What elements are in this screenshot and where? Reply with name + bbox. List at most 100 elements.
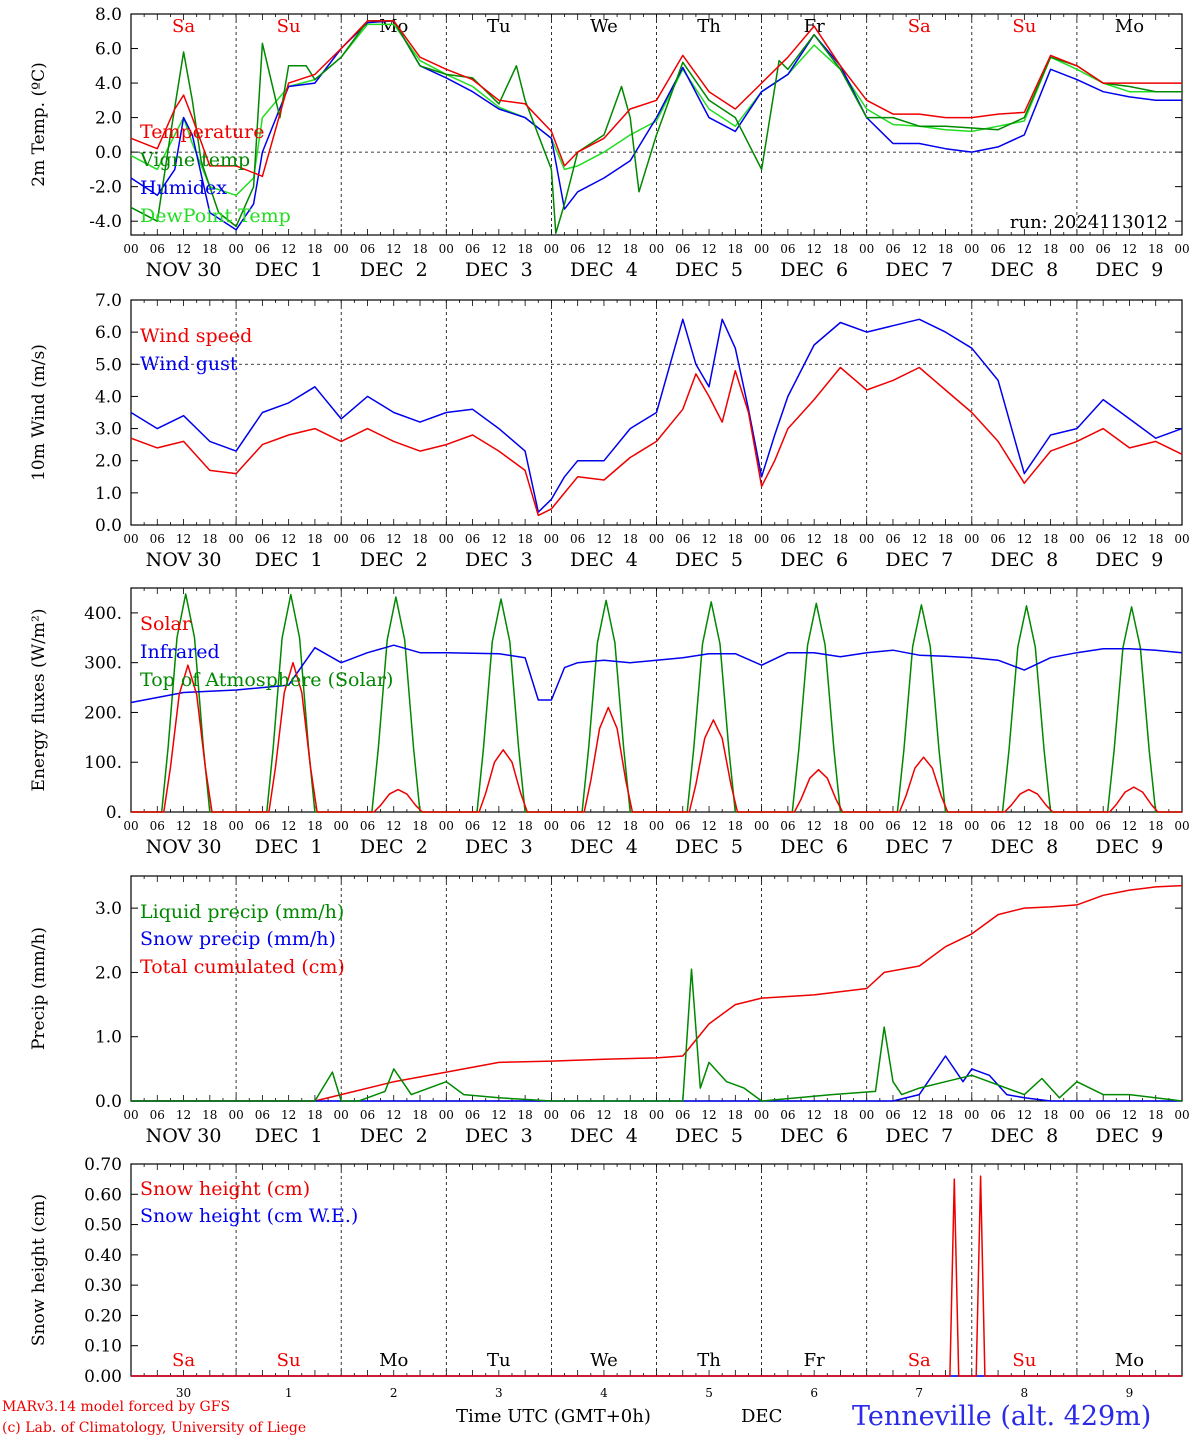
x-tick-label: 12: [1017, 819, 1032, 833]
x-tick-label: 00: [334, 242, 349, 256]
x-tick-label: 06: [465, 242, 480, 256]
y-axis-label: 10m Wind (m/s): [29, 344, 49, 481]
x-tick-label: 18: [728, 819, 743, 833]
x-tick-label: 00: [439, 242, 454, 256]
x-tick-label: 00: [754, 532, 769, 546]
x-tick-label: 06: [360, 532, 375, 546]
y-tick-label: 8.0: [95, 5, 122, 25]
x-tick-label: 18: [307, 1108, 322, 1122]
weekday-label: Sa: [908, 1350, 931, 1371]
day-number-label: 3: [495, 1386, 503, 1400]
x-tick-label: 18: [1148, 1108, 1163, 1122]
x-tick-label: 00: [334, 819, 349, 833]
y-tick-label: 6.0: [95, 323, 122, 343]
date-label: DEC 9: [1096, 549, 1164, 571]
x-tick-label: 12: [1017, 1108, 1032, 1122]
x-tick-label: 06: [780, 819, 795, 833]
x-tick-label: 12: [596, 532, 611, 546]
x-tick-label: 06: [1096, 1108, 1111, 1122]
legend-entry: Snow height (cm): [140, 1178, 310, 1200]
legend-entry: DewPoint Temp: [140, 205, 291, 227]
x-tick-label: 18: [1148, 819, 1163, 833]
y-axis-label: Snow height (cm): [29, 1194, 49, 1346]
legend-entry: Snow height (cm W.E.): [140, 1205, 358, 1227]
x-tick-label: 12: [176, 532, 191, 546]
x-tick-label: 06: [675, 1108, 690, 1122]
x-tick-label: 18: [833, 242, 848, 256]
y-tick-label: 400.: [84, 604, 122, 624]
y-tick-label: 4.0: [95, 387, 122, 407]
x-tick-label: 00: [964, 242, 979, 256]
legend-entry: Top of Atmosphere (Solar): [140, 669, 393, 691]
x-tick-label: 00: [228, 242, 243, 256]
x-tick-label: 00: [859, 532, 874, 546]
x-tick-label: 00: [859, 242, 874, 256]
y-tick-label: 0.40: [84, 1246, 122, 1266]
x-tick-label: 06: [990, 819, 1005, 833]
series-line-solar: [131, 661, 1182, 813]
date-label: DEC 3: [465, 549, 533, 571]
x-tick-label: 00: [123, 1108, 138, 1122]
x-tick-label: 12: [701, 819, 716, 833]
x-tick-label: 12: [281, 1108, 296, 1122]
x-tick-label: 06: [990, 532, 1005, 546]
day-number-label: 8: [1021, 1386, 1029, 1400]
x-tick-label: 00: [1174, 532, 1189, 546]
y-tick-label: 3.0: [95, 420, 122, 440]
y-tick-label: 1.0: [95, 1028, 122, 1048]
x-tick-label: 12: [912, 819, 927, 833]
x-tick-label: 18: [412, 242, 427, 256]
x-tick-label: 00: [649, 819, 664, 833]
x-tick-label: 00: [228, 819, 243, 833]
day-number-label: 6: [810, 1386, 818, 1400]
x-tick-label: 12: [807, 242, 822, 256]
date-label: NOV 30: [146, 1125, 222, 1147]
panel-1: 8.0 6.0 4.0 2.0 0.0 -2.0 -4.0 2m Temp. (ºC) 00 06…: [29, 5, 1190, 281]
legend-entry: Snow precip (mm/h): [140, 928, 336, 950]
date-label: DEC 7: [885, 836, 953, 858]
y-axis-label: Precip (mm/h): [29, 927, 49, 1050]
x-tick-label: 06: [1096, 819, 1111, 833]
panel-2: 0.0 1.0 2.0 3.0 4.0 5.0 6.0 7.0 10m Wind (m/s) 00…: [29, 291, 1190, 571]
date-label: DEC 9: [1096, 836, 1164, 858]
x-tick-label: 12: [596, 1108, 611, 1122]
weekday-label: Tu: [487, 1350, 511, 1371]
legend-entry: Solar: [140, 613, 192, 635]
x-tick-label: 06: [570, 532, 585, 546]
date-label: DEC 5: [675, 549, 743, 571]
x-tick-label: 18: [938, 1108, 953, 1122]
x-tick-label: 18: [412, 532, 427, 546]
y-tick-label: 0.10: [84, 1337, 122, 1357]
y-tick-label: 0.0: [95, 516, 122, 536]
x-tick-label: 18: [517, 242, 532, 256]
date-label: DEC 5: [675, 259, 743, 281]
y-tick-label: 200.: [84, 703, 122, 723]
x-tick-label: 12: [386, 1108, 401, 1122]
y-tick-label: 3.0: [95, 899, 122, 919]
x-tick-label: 00: [544, 242, 559, 256]
x-tick-label: 06: [780, 1108, 795, 1122]
panel-3: 0. 100. 200. 300. 400. Energy fluxes (W/m²) 00…: [29, 587, 1190, 858]
x-tick-label: 00: [1069, 1108, 1084, 1122]
date-label: DEC 2: [360, 259, 428, 281]
x-tick-label: 00: [1174, 242, 1189, 256]
x-tick-label: 12: [912, 1108, 927, 1122]
x-tick-label: 12: [281, 819, 296, 833]
x-tick-label: 18: [202, 532, 217, 546]
y-tick-label: 300.: [84, 654, 122, 674]
x-tick-label: 18: [623, 532, 638, 546]
x-tick-label: 18: [833, 1108, 848, 1122]
y-tick-label: 7.0: [95, 291, 122, 311]
legend-entry: Wind gust: [140, 353, 238, 375]
x-tick-label: 12: [807, 1108, 822, 1122]
date-label: DEC 9: [1096, 1125, 1164, 1147]
date-label: DEC 8: [990, 549, 1058, 571]
x-tick-label: 12: [386, 819, 401, 833]
date-label: DEC 5: [675, 1125, 743, 1147]
date-label: DEC 6: [780, 259, 848, 281]
x-tick-label: 18: [307, 819, 322, 833]
series-line-snow-height-cm-: [131, 1175, 1182, 1377]
day-number-label: 5: [705, 1386, 713, 1400]
weekday-label: Sa: [172, 1350, 195, 1371]
